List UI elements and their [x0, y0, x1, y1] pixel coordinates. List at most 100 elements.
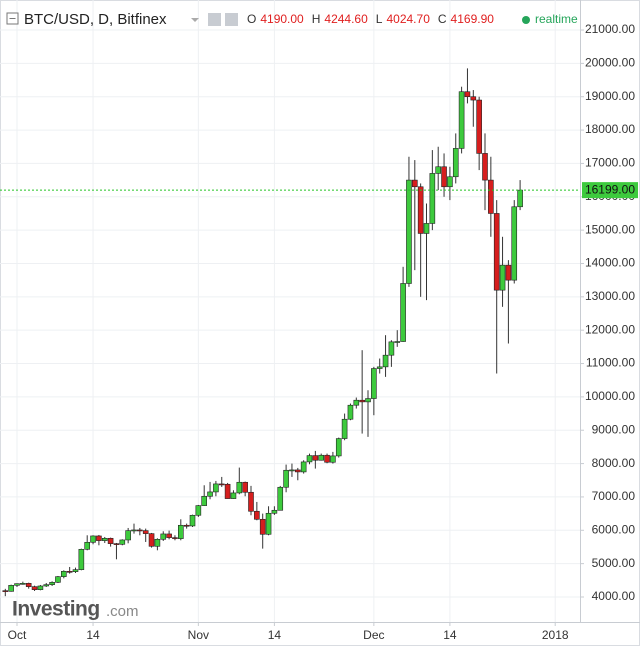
- candle: [312, 450, 319, 469]
- candle: [25, 582, 32, 589]
- candle: [452, 133, 459, 184]
- y-tick-label: 15000.00: [585, 222, 635, 236]
- candle-body: [458, 91, 465, 149]
- realtime-dot: [522, 16, 530, 24]
- candle-body: [294, 469, 301, 473]
- candle: [294, 467, 301, 481]
- candle: [242, 481, 248, 497]
- legend-value: 4190.00: [260, 12, 304, 26]
- candle: [160, 531, 167, 541]
- dropdown-icon[interactable]: [191, 18, 199, 22]
- y-tick-label: 8000.00: [592, 456, 636, 470]
- candle-body: [318, 454, 325, 461]
- y-tick-label: 14000.00: [585, 256, 635, 270]
- candle-body: [347, 404, 354, 420]
- candle: [259, 513, 266, 549]
- legend-key: O: [247, 12, 256, 26]
- candle-body: [335, 438, 342, 457]
- candle-body: [148, 533, 155, 547]
- candle-body: [400, 283, 406, 342]
- candle-body: [300, 461, 307, 473]
- candle: [493, 200, 500, 374]
- candle-body: [330, 455, 336, 463]
- candle: [101, 536, 108, 543]
- candle: [341, 413, 348, 441]
- candle: [447, 166, 453, 201]
- candle: [154, 538, 161, 551]
- candle-body: [8, 585, 14, 592]
- candle: [201, 485, 207, 506]
- candle-body: [125, 530, 131, 541]
- y-tick-label: 11000.00: [586, 356, 635, 370]
- candle-body: [441, 166, 447, 188]
- candle-body: [376, 366, 383, 369]
- candle-body: [371, 368, 377, 399]
- candle: [90, 535, 96, 545]
- y-tick-label: 12000.00: [585, 322, 635, 336]
- candle-body: [406, 179, 412, 284]
- candle: [166, 530, 172, 540]
- candle-body: [84, 541, 90, 550]
- candle-body: [447, 176, 453, 188]
- candle-body: [423, 223, 430, 234]
- candle-body: [511, 206, 518, 281]
- candle-body: [49, 582, 55, 585]
- realtime-status: realtime: [535, 12, 578, 26]
- candle: [189, 514, 196, 527]
- candle-body: [37, 585, 44, 590]
- legend-value: 4169.90: [451, 12, 495, 26]
- x-tick-label: Dec: [363, 628, 384, 642]
- last-price-box: [582, 182, 638, 199]
- eye-icon[interactable]: [208, 13, 221, 26]
- candle-body: [411, 179, 418, 188]
- candle: [324, 453, 330, 464]
- candle-body: [137, 529, 143, 532]
- candle-body: [218, 483, 225, 486]
- candle: [37, 584, 44, 591]
- y-tick-label: 9000.00: [592, 422, 636, 436]
- candle-body: [230, 492, 237, 499]
- candle-body: [101, 537, 108, 541]
- candle: [376, 358, 383, 374]
- candle: [365, 390, 371, 437]
- candle: [224, 482, 231, 499]
- legend-key: H: [312, 12, 321, 26]
- candle-body: [60, 571, 67, 577]
- candle: [265, 506, 272, 536]
- candle-body: [289, 469, 295, 472]
- candle-body: [160, 533, 167, 540]
- candle: [318, 453, 325, 461]
- candle-body: [172, 537, 178, 539]
- candle: [78, 548, 85, 571]
- candle-body: [265, 512, 272, 535]
- candle-body: [312, 455, 319, 461]
- legend-key: C: [438, 12, 447, 26]
- candle-body: [142, 530, 149, 534]
- y-tick-label: 21000.00: [585, 22, 635, 36]
- chart-title: BTC/USD, D, Bitfinex: [24, 11, 167, 28]
- candle: [423, 203, 430, 301]
- settings-icon[interactable]: [225, 13, 238, 26]
- legend-value: 4244.60: [324, 12, 368, 26]
- candle: [359, 350, 365, 434]
- y-tick-label: 10000.00: [585, 389, 635, 403]
- candle-body: [166, 533, 172, 538]
- candle-body: [20, 583, 26, 585]
- candle: [207, 481, 213, 500]
- candle-body: [72, 569, 79, 572]
- x-tick-label: 14: [86, 628, 100, 642]
- candle: [43, 582, 50, 587]
- candle: [394, 330, 401, 347]
- candle-body: [324, 454, 330, 463]
- candle-body: [259, 518, 266, 535]
- candle: [470, 90, 477, 127]
- candle-body: [488, 179, 494, 214]
- candle: [499, 236, 506, 307]
- last-price-label: 16199.00: [585, 182, 635, 196]
- x-tick-label: Nov: [188, 628, 209, 642]
- candle: [119, 539, 126, 546]
- candle-body: [78, 548, 85, 570]
- candle-body: [43, 584, 50, 587]
- candle: [382, 335, 389, 377]
